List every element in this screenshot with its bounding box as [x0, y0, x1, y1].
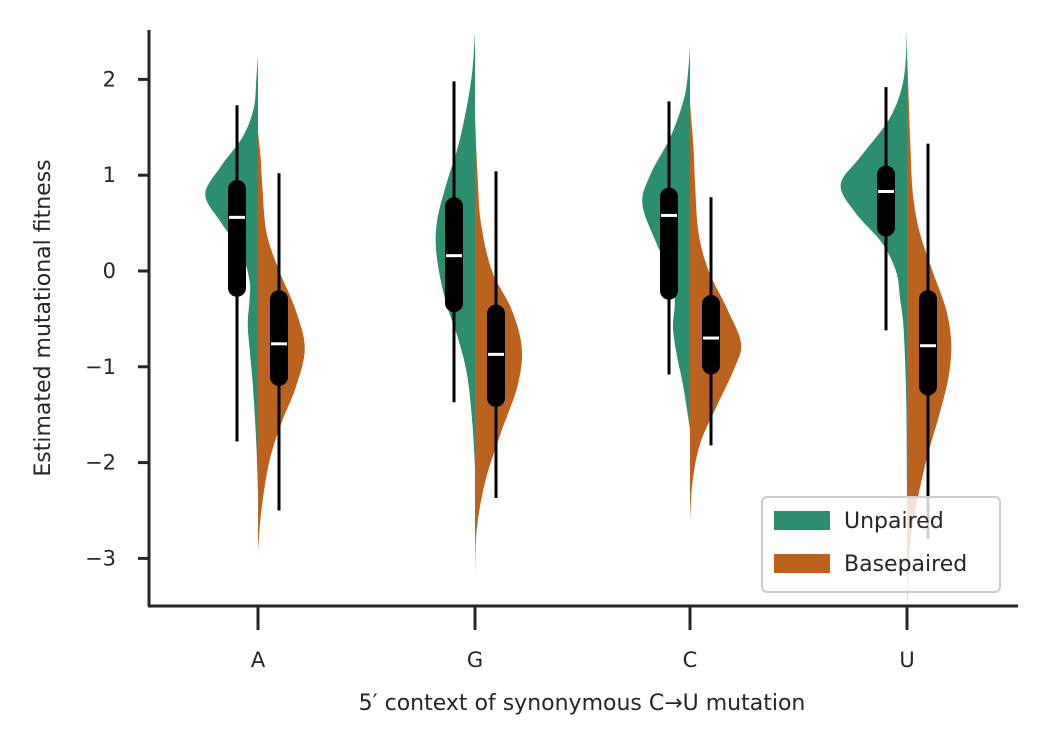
- y-tick-label: 1: [103, 163, 116, 187]
- y-tick-label: 2: [103, 67, 116, 91]
- x-tick-label: A: [251, 648, 266, 672]
- x-axis-label: 5′ context of synonymous C→U mutation: [359, 691, 806, 716]
- legend-swatch-basepaired: [774, 554, 830, 573]
- x-tick-label: U: [899, 648, 914, 672]
- x-tick-label: C: [683, 648, 698, 672]
- box-basepaired-c: [702, 294, 720, 375]
- y-tick-label: −2: [85, 451, 116, 475]
- violin-unpaired-a: [205, 53, 259, 495]
- box-unpaired-c: [660, 187, 678, 300]
- box-basepaired-a: [270, 290, 288, 386]
- y-tick-label: 0: [103, 259, 116, 283]
- y-tick-label: −1: [85, 355, 116, 379]
- legend: Unpaired Basepaired: [761, 496, 1001, 593]
- legend-label-basepaired: Basepaired: [844, 552, 967, 577]
- box-layer: [228, 81, 937, 540]
- box-unpaired-a: [228, 179, 246, 297]
- y-axis-label: Estimated mutational fitness: [31, 159, 56, 476]
- y-ticks: 2 1 0 −1 −2 −3: [85, 67, 149, 570]
- x-tick-label: G: [467, 648, 483, 672]
- axes: [147, 30, 1018, 608]
- legend-label-unpaired: Unpaired: [844, 509, 944, 534]
- box-unpaired-u: [877, 165, 895, 237]
- y-tick-label: −3: [85, 546, 116, 570]
- box-basepaired-u: [919, 290, 937, 396]
- violin-unpaired-u: [840, 27, 908, 489]
- legend-swatch-unpaired: [774, 511, 830, 530]
